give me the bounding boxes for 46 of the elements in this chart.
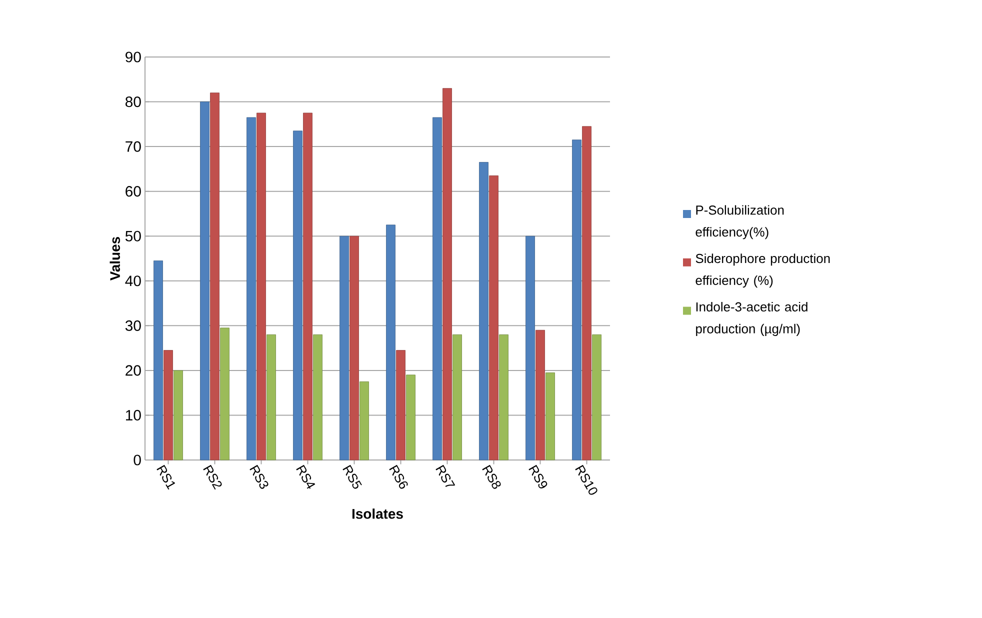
bar [582, 126, 592, 460]
bar [174, 370, 183, 460]
bar [526, 236, 535, 460]
bar [293, 130, 302, 460]
bar [572, 140, 582, 460]
bar [246, 117, 256, 460]
legend-label: Siderophore production efficiency (%) [696, 254, 830, 288]
y-tick-label: 0 [134, 454, 141, 466]
x-axis-title: Isolates [352, 508, 403, 519]
bar [396, 350, 406, 460]
bar [386, 224, 396, 460]
bar [499, 334, 508, 460]
y-tick-label: 90 [126, 52, 141, 62]
y-tick-label: 30 [125, 320, 141, 331]
bar [592, 334, 602, 460]
legend-label: P-Solubilization efficiency(%) [696, 205, 784, 240]
x-tick-label: RS7 [436, 464, 456, 487]
bar [256, 112, 266, 460]
y-tick-label: 10 [126, 410, 141, 421]
legend-label: Indole-3-acetic acid production (µg/ml) [696, 302, 808, 336]
bar [266, 334, 276, 460]
bar [200, 102, 210, 460]
y-tick-label: 40 [125, 276, 141, 286]
bar [452, 334, 462, 460]
bar [406, 374, 416, 460]
bar [536, 330, 545, 460]
bar [489, 175, 498, 460]
bar [442, 88, 452, 460]
bar [479, 162, 488, 460]
y-tick-label: 70 [126, 141, 141, 152]
y-tick-label: 50 [125, 230, 141, 242]
y-tick-label: 80 [126, 96, 141, 108]
bar [210, 92, 220, 460]
bar [546, 372, 555, 460]
bar [303, 112, 312, 460]
bar [164, 350, 173, 460]
bar [313, 334, 322, 460]
bar [154, 260, 163, 460]
y-tick-label: 60 [126, 186, 141, 197]
bar [340, 236, 349, 460]
bar [350, 236, 359, 460]
bar [220, 328, 230, 460]
y-tick-label: 20 [126, 365, 141, 376]
y-axis-title: Values [110, 236, 120, 281]
bar [360, 381, 369, 460]
bar [432, 117, 442, 460]
